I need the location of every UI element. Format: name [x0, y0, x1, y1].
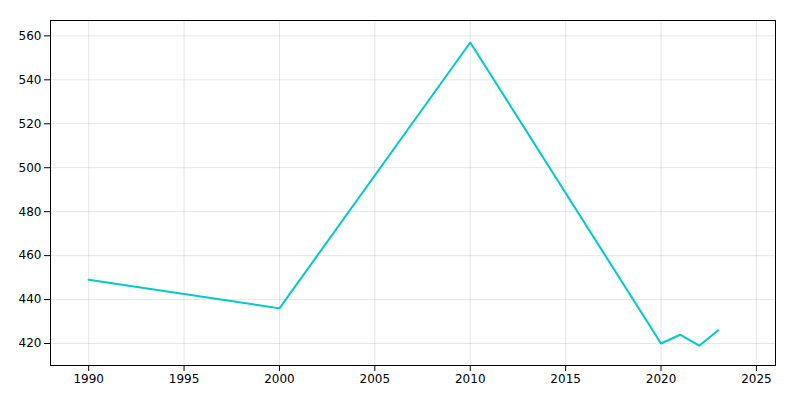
svg-text:560: 560	[19, 29, 42, 43]
svg-text:500: 500	[19, 161, 42, 175]
svg-text:480: 480	[19, 205, 42, 219]
svg-text:2010: 2010	[455, 372, 486, 386]
svg-text:420: 420	[19, 336, 42, 350]
svg-text:540: 540	[19, 73, 42, 87]
svg-text:2025: 2025	[741, 372, 772, 386]
svg-text:2000: 2000	[264, 372, 295, 386]
svg-text:1990: 1990	[73, 372, 104, 386]
svg-text:2005: 2005	[360, 372, 391, 386]
svg-text:2020: 2020	[646, 372, 677, 386]
svg-text:460: 460	[19, 248, 42, 262]
svg-text:520: 520	[19, 117, 42, 131]
svg-text:2015: 2015	[550, 372, 581, 386]
svg-text:440: 440	[19, 292, 42, 306]
svg-text:1995: 1995	[169, 372, 200, 386]
